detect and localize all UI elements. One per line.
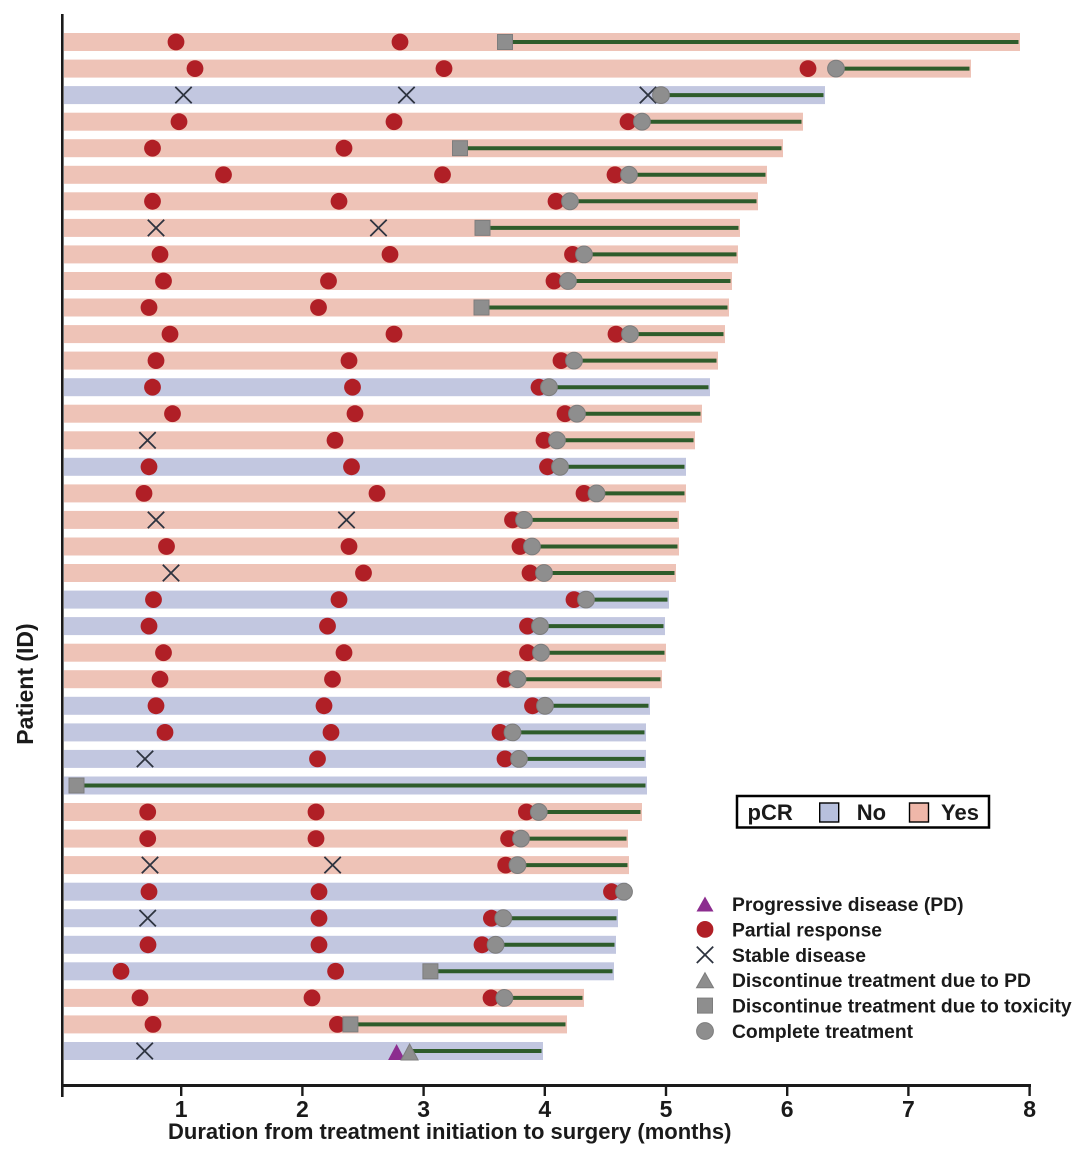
svg-text:2: 2 bbox=[296, 1096, 309, 1122]
svg-text:Duration from treatment initia: Duration from treatment initiation to su… bbox=[168, 1119, 731, 1144]
svg-text:5: 5 bbox=[660, 1096, 673, 1122]
svg-text:Discontinue treatment due to t: Discontinue treatment due to toxicity bbox=[732, 997, 1072, 1018]
svg-text:3: 3 bbox=[417, 1096, 430, 1122]
svg-text:Complete treatment: Complete treatment bbox=[732, 1022, 914, 1043]
svg-text:4: 4 bbox=[538, 1096, 551, 1122]
svg-text:Progressive disease (PD): Progressive disease (PD) bbox=[732, 895, 964, 916]
svg-text:7: 7 bbox=[902, 1096, 915, 1122]
svg-text:Yes: Yes bbox=[941, 800, 979, 825]
svg-text:8: 8 bbox=[1023, 1096, 1036, 1122]
svg-text:No: No bbox=[857, 800, 886, 825]
svg-text:Patient (ID): Patient (ID) bbox=[12, 623, 38, 744]
svg-text:Stable disease: Stable disease bbox=[732, 946, 866, 967]
svg-text:pCR: pCR bbox=[748, 800, 793, 825]
svg-text:Partial response: Partial response bbox=[732, 920, 882, 941]
svg-text:6: 6 bbox=[781, 1096, 794, 1122]
svg-text:1: 1 bbox=[175, 1096, 188, 1122]
svg-text:Discontinue treatment due to P: Discontinue treatment due to PD bbox=[732, 971, 1031, 992]
